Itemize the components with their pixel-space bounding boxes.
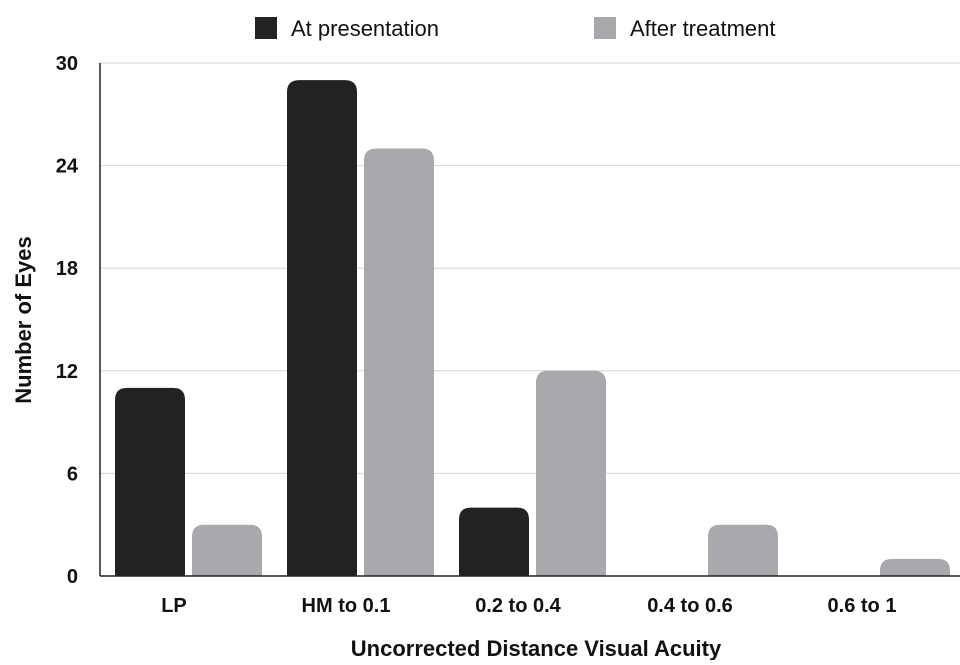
bar-after-treatment-0 [192,524,262,576]
y-tick-label: 6 [67,463,78,485]
bar-after-treatment-4 [880,558,950,576]
gridlines [100,62,960,474]
y-tick-label: 24 [56,156,79,178]
x-axis-title: Uncorrected Distance Visual Acuity [351,636,722,660]
y-tick-label: 0 [67,566,78,588]
bar-after-treatment-3 [708,524,778,576]
bar-at-presentation-2 [459,507,529,576]
x-tick-label: LP [161,595,187,617]
bar-at-presentation-0 [115,387,185,576]
y-tick-labels: 0 6 12 18 24 30 [56,53,79,588]
bar-after-treatment-1 [364,148,434,576]
x-tick-label: HM to 0.1 [302,595,391,617]
x-tick-label: 0.6 to 1 [828,595,897,617]
x-tick-label: 0.4 to 0.6 [647,595,733,617]
bar-at-presentation-1 [287,80,357,576]
bars [115,80,950,576]
y-tick-label: 30 [56,53,78,75]
legend-swatch [255,17,277,39]
y-tick-label: 12 [56,361,78,383]
legend-label: At presentation [291,16,439,41]
x-tick-labels: LP HM to 0.1 0.2 to 0.4 0.4 to 0.6 0.6 to 1 [161,595,896,617]
legend-label: After treatment [630,16,776,41]
y-tick-label: 18 [56,258,78,280]
legend-swatch [594,17,616,39]
legend: At presentation After treatment [255,16,776,41]
x-tick-label: 0.2 to 0.4 [475,595,561,617]
bar-after-treatment-2 [536,370,606,576]
y-axis-title: Number of Eyes [11,236,36,404]
